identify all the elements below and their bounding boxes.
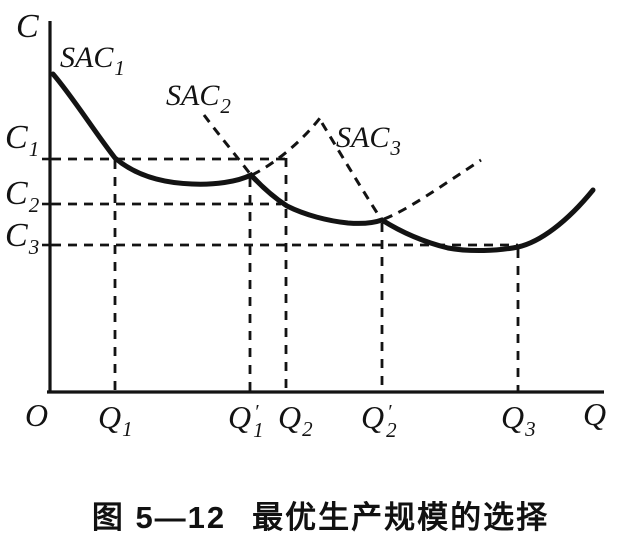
cost-label-c2: C2 <box>5 175 40 217</box>
sac2-left-branch-dashed <box>202 114 253 176</box>
x-axis-label-text: Q <box>583 396 607 432</box>
quantity-label-q2: Q2 <box>278 399 313 441</box>
cost-label-c1: C1 <box>5 119 40 161</box>
origin-label-text: O <box>25 397 49 433</box>
figure-title: 最优生产规模的选择 <box>252 500 550 535</box>
quantity-label-q2-prime: Q ′ 2 <box>361 401 399 442</box>
curve-label-sac3: SAC3 <box>336 121 401 160</box>
sac3-left-branch-dashed <box>320 122 383 220</box>
sac2-right-branch-dashed <box>383 158 482 221</box>
cost-label-c3: C3 <box>5 217 40 259</box>
y-axis-label: C <box>16 10 39 44</box>
figure-number: 图 5—12 <box>91 500 227 535</box>
quantity-label-q1: Q1 <box>98 399 133 441</box>
quantity-label-q1-prime: Q ′ 1 <box>228 401 266 442</box>
origin-label: O <box>25 399 48 431</box>
curve-label-sac2: SAC2 <box>166 79 231 118</box>
figure-caption: 图 5—12 最优生产规模的选择 <box>0 492 641 537</box>
prime-subscript-stack: ′ 1 <box>253 401 264 442</box>
sac1-right-branch-dashed <box>251 117 322 177</box>
envelope-cost-curve <box>50 71 596 254</box>
curve-label-sac1: SAC1 <box>60 41 125 80</box>
x-axis-label: Q <box>583 398 606 430</box>
prime-subscript-stack: ′ 2 <box>386 401 397 442</box>
y-axis-label-text: C <box>16 8 39 45</box>
quantity-label-q3: Q3 <box>501 399 536 441</box>
